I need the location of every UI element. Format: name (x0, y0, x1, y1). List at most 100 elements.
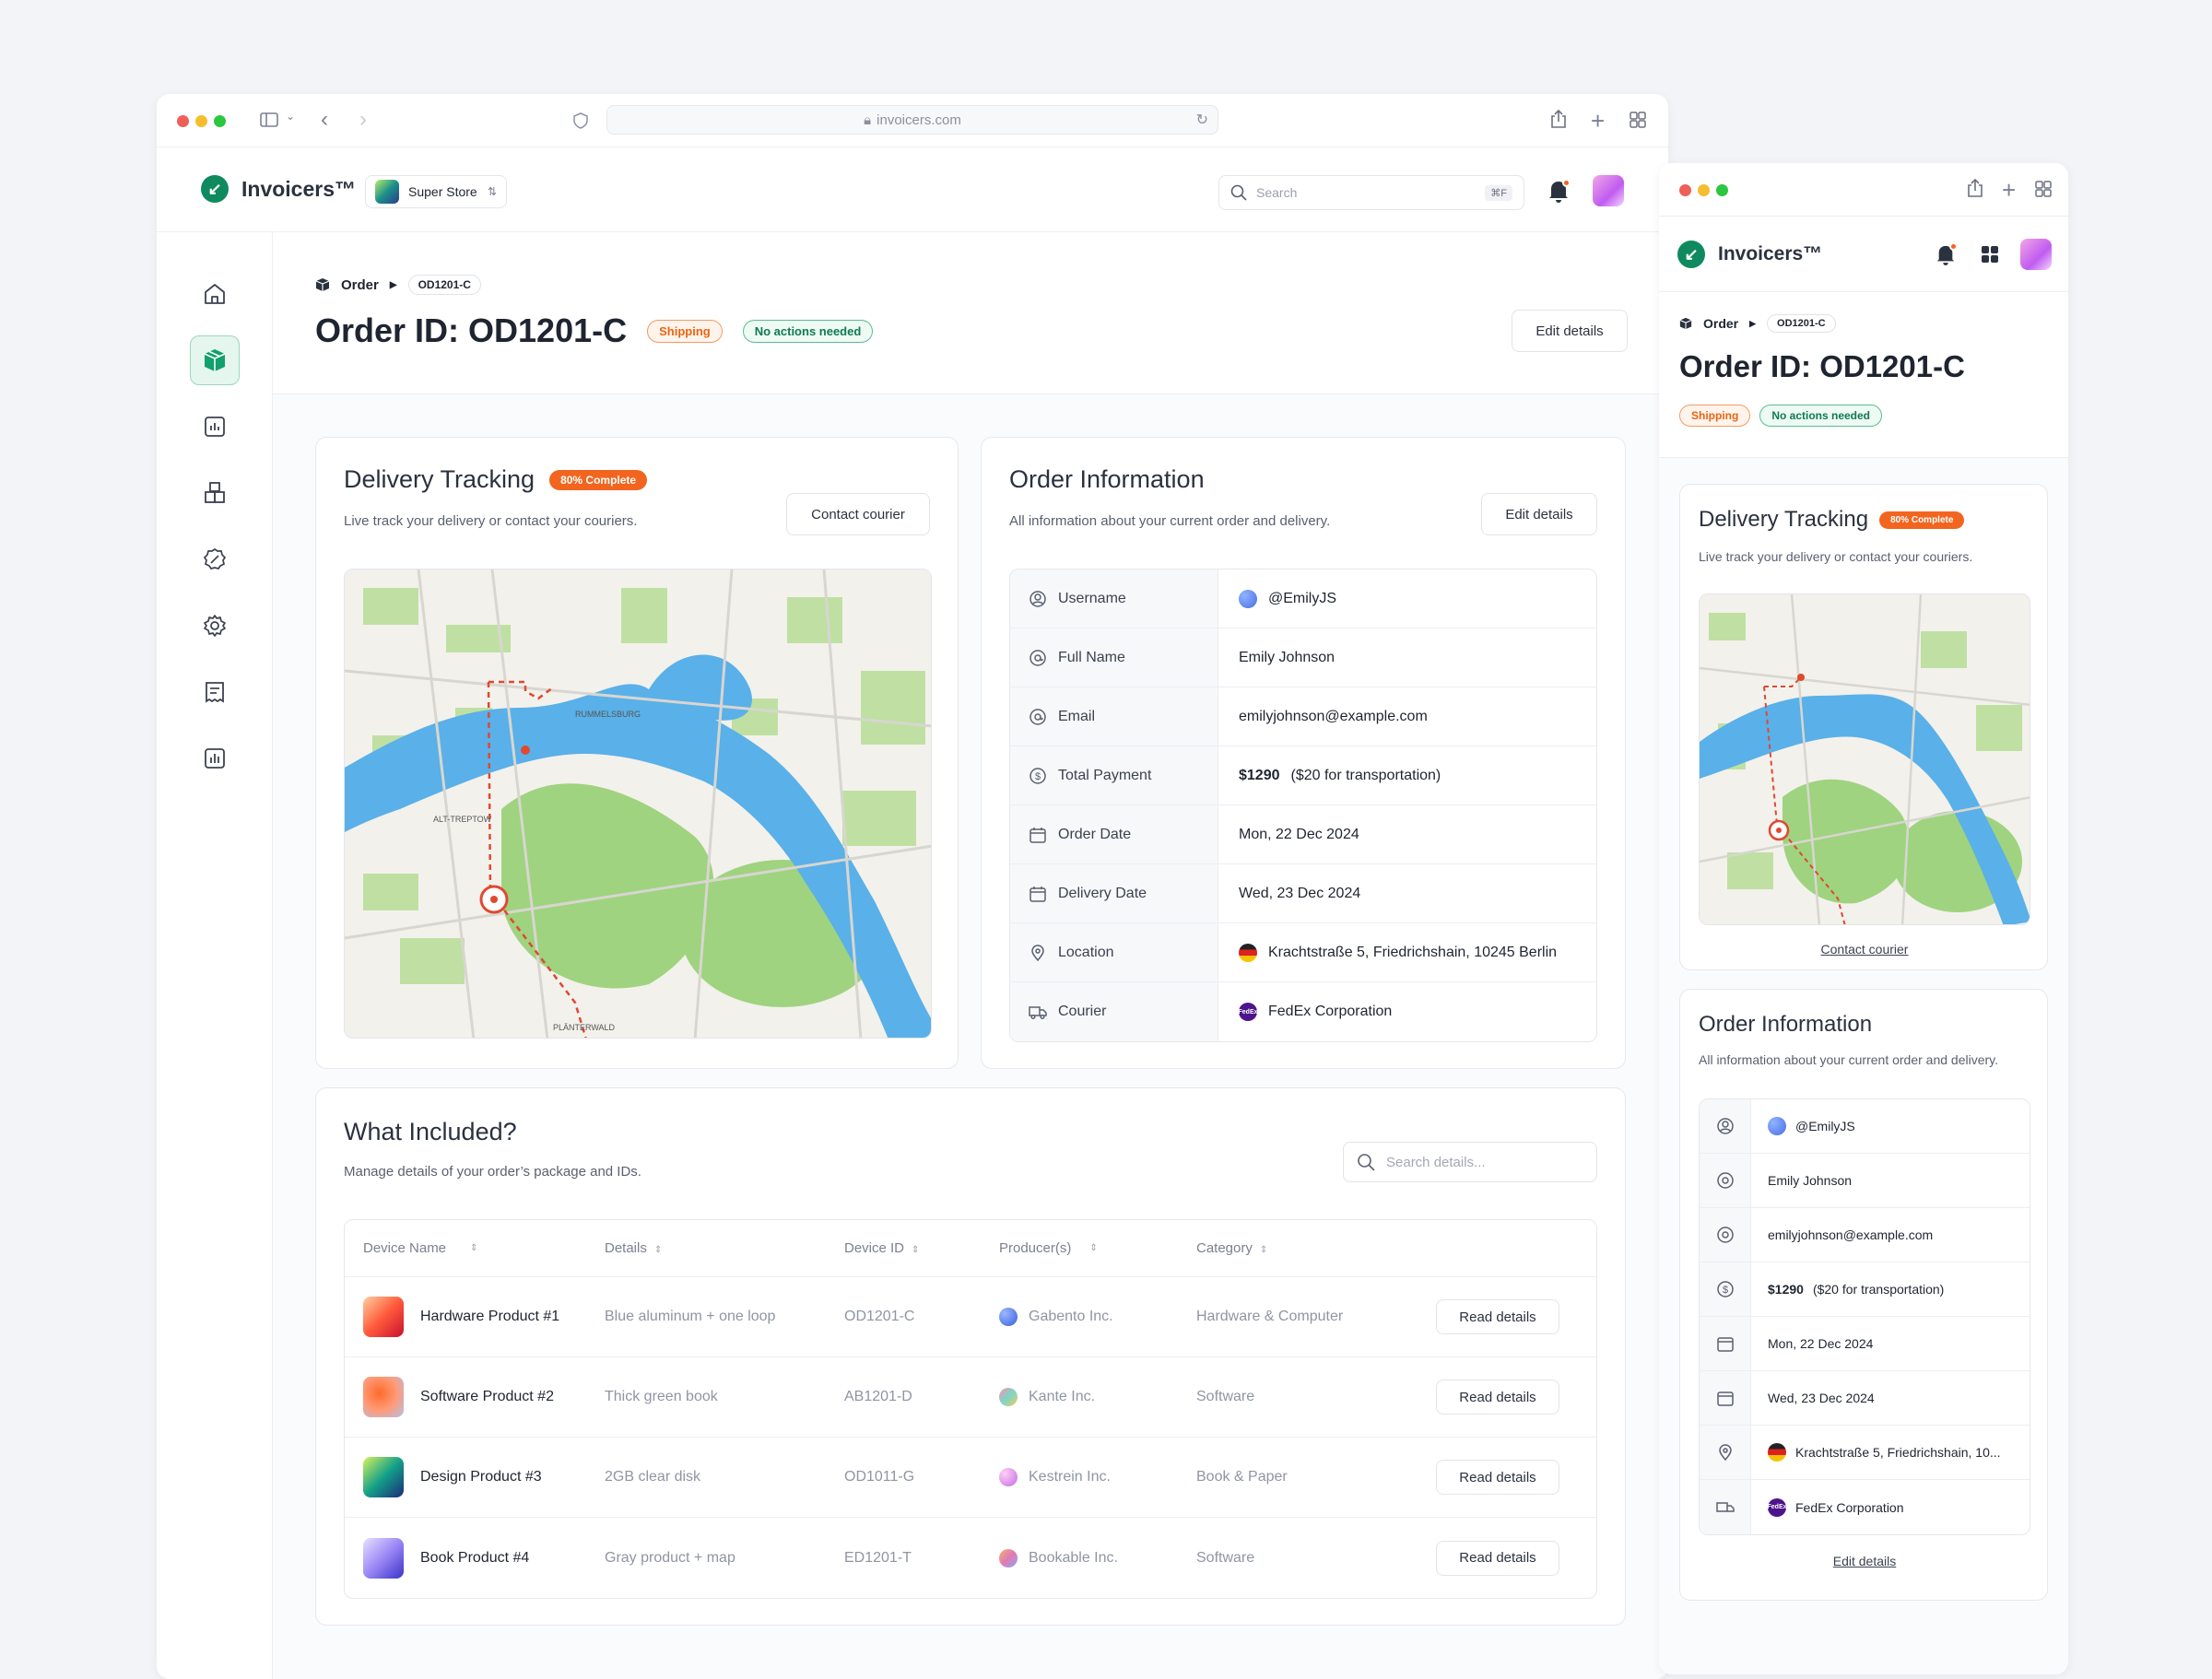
producer-name: Bookable Inc. (1029, 1549, 1118, 1566)
sidebar-item-reports[interactable] (190, 734, 240, 783)
share-icon[interactable] (1550, 109, 1567, 129)
producer-logo (999, 1468, 1018, 1486)
breadcrumb-order[interactable]: Order (341, 276, 379, 293)
status-badge-shipping: Shipping (647, 319, 723, 343)
table-header: Device Name ⇕ Details ⇕ Device ID ⇕ Produce… (345, 1220, 1596, 1277)
page-title: Order ID: OD1201-C (1679, 349, 1965, 383)
info-value: FedEx Corporation (1795, 1499, 1904, 1515)
contact-courier-link[interactable]: Contact courier (1820, 942, 1909, 957)
search-details-input[interactable]: Search details... (1343, 1142, 1597, 1182)
col-details[interactable]: Details ⇕ (605, 1240, 663, 1256)
info-value: FedEx Corporation (1268, 1004, 1393, 1019)
at-icon (1716, 1227, 1734, 1243)
new-tab-icon[interactable]: + (1591, 107, 1606, 135)
product-name: Book Product #4 (420, 1549, 530, 1566)
read-details-button[interactable]: Read details (1436, 1460, 1559, 1495)
status-badge-actions: No actions needed (742, 319, 874, 343)
close-dot[interactable] (177, 115, 189, 127)
table-row: Book Product #4 Gray product + map ED120… (345, 1518, 1596, 1598)
info-value: Mon, 22 Dec 2024 (1768, 1336, 1874, 1351)
col-device-id[interactable]: Device ID ⇕ (844, 1240, 920, 1256)
info-value: Emily Johnson (1239, 649, 1335, 665)
info-row-payment: $ $1290 ($20 for transportation) (1700, 1262, 2030, 1317)
browser-chrome-narrow: + (1659, 163, 2068, 217)
truck-icon (1715, 1501, 1735, 1512)
edit-details-link[interactable]: Edit details (1832, 1554, 1897, 1568)
app-logo[interactable]: ↙ Invoicers™ (201, 175, 356, 203)
sidebar-item-orders[interactable] (190, 335, 240, 385)
sidebar-item-discounts[interactable] (190, 534, 240, 584)
sidebar-toggle-icon[interactable] (258, 109, 280, 131)
col-device-name[interactable]: Device Name ⇕ (363, 1240, 478, 1256)
breadcrumb: Order ▶ OD1201-C (1679, 314, 1836, 333)
info-row-fullname: Full Name Emily Johnson (1010, 628, 1596, 687)
col-category[interactable]: Category ⇕ (1196, 1240, 1268, 1256)
info-label: Full Name (1058, 649, 1125, 665)
map-label-3: PLÄNTERWALD (553, 1023, 616, 1032)
info-value: Krachtstraße 5, Friedrichshain, 10245 Be… (1268, 944, 1558, 960)
maximize-dot[interactable] (214, 115, 226, 127)
minimize-dot[interactable] (195, 115, 207, 127)
tracking-title-row: Delivery Tracking 80% Complete (344, 465, 648, 494)
at-icon (1030, 649, 1046, 666)
sidebar-item-invoices[interactable] (190, 667, 240, 717)
chevron-down-icon[interactable]: ⌄ (286, 110, 296, 123)
store-selector[interactable]: Super Store ⇅ (365, 175, 507, 208)
producer-logo (999, 1308, 1018, 1326)
fedex-logo-icon: FedEx (1239, 1003, 1258, 1021)
apps-grid-icon[interactable] (1976, 241, 2004, 268)
tabs-grid-icon[interactable] (2035, 181, 2052, 197)
shield-icon[interactable] (573, 112, 588, 129)
product-details: Blue aluminum + one loop (605, 1309, 776, 1324)
reload-icon[interactable]: ↻ (1195, 112, 1208, 128)
minimize-dot[interactable] (1698, 184, 1710, 196)
read-details-button[interactable]: Read details (1436, 1540, 1559, 1576)
delivery-map[interactable]: RUMMELSBURG ALT-TREPTOW PLÄNTERWALD (344, 569, 932, 1039)
breadcrumb-id[interactable]: OD1201-C (1767, 314, 1836, 333)
info-row-courier: Courier FedEx FedEx Corporation (1010, 982, 1596, 1041)
main-content: Order ▶ OD1201-C Order ID: OD1201-C Ship… (273, 232, 1668, 1679)
avatar[interactable] (1593, 175, 1624, 206)
col-producers[interactable]: Producer(s) ⇕ (999, 1240, 1098, 1256)
contact-courier-button[interactable]: Contact courier (786, 493, 930, 535)
read-details-button[interactable]: Read details (1436, 1299, 1559, 1334)
table-row: Design Product #3 2GB clear disk OD1011-… (345, 1438, 1596, 1518)
device-id: ED1201-T (844, 1549, 912, 1566)
progress-badge: 80% Complete (1879, 511, 1965, 529)
gear-icon (204, 615, 226, 637)
browser-window-narrow: + ↙ Invoicers™ Order ▶ OD1201-C Order ID… (1659, 163, 2068, 1674)
notification-dot (1562, 179, 1571, 187)
search-input[interactable]: Search ⌘F (1218, 175, 1524, 210)
notification-bell-icon[interactable] (1545, 177, 1572, 205)
info-label: Courier (1058, 1004, 1107, 1019)
back-icon[interactable]: ‹ (321, 107, 328, 132)
close-dot[interactable] (1679, 184, 1691, 196)
edit-details-button[interactable]: Edit details (1512, 310, 1628, 352)
forward-icon[interactable]: › (359, 107, 367, 132)
sidebar-item-inventory[interactable] (190, 468, 240, 518)
breadcrumb-id[interactable]: OD1201-C (407, 275, 481, 295)
store-icon (375, 180, 399, 204)
maximize-dot[interactable] (1716, 184, 1728, 196)
tracking-subtitle: Live track your delivery or contact your… (1699, 549, 1973, 564)
breadcrumb: Order ▶ OD1201-C (315, 275, 481, 295)
share-icon[interactable] (1967, 178, 1983, 198)
info-edit-button[interactable]: Edit details (1481, 493, 1597, 535)
tabs-grid-icon[interactable] (1630, 112, 1646, 128)
new-tab-icon[interactable]: + (2002, 176, 2017, 204)
sidebar-item-analytics[interactable] (190, 402, 240, 452)
sidebar-item-home[interactable] (190, 269, 240, 319)
avatar[interactable] (2020, 239, 2052, 270)
table-row: Software Product #2 Thick green book AB1… (345, 1357, 1596, 1438)
breadcrumb-order[interactable]: Order (1703, 316, 1739, 331)
logo-arrow-icon: ↙ (201, 175, 229, 203)
device-id: OD1201-C (844, 1309, 915, 1324)
sidebar-item-settings[interactable] (190, 601, 240, 651)
app-logo[interactable]: ↙ Invoicers™ (1677, 241, 1822, 268)
caret-right-icon: ▶ (389, 279, 397, 290)
address-bar[interactable]: 🔒︎ invoicers.com ↻ (606, 105, 1218, 135)
notification-bell-icon[interactable] (1932, 241, 1959, 268)
info-table-narrow: @EmilyJS Emily Johnson emilyjohnson@exam… (1699, 1098, 2030, 1535)
delivery-map[interactable] (1699, 593, 2030, 925)
read-details-button[interactable]: Read details (1436, 1380, 1559, 1415)
